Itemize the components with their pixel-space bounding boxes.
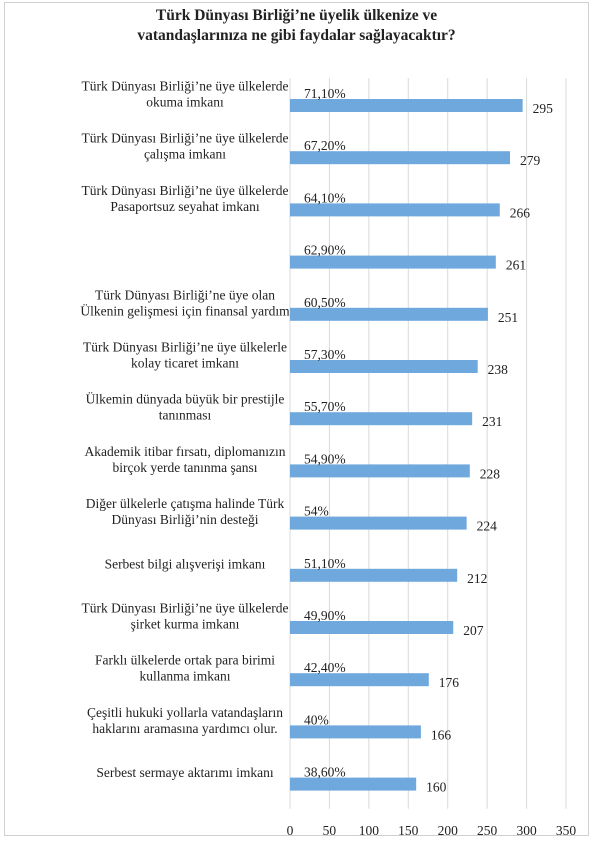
value-label-8: 224: [477, 519, 498, 534]
x-tick-label-4: 200: [438, 823, 459, 838]
bar-7: [290, 464, 470, 478]
percent-label-3: 62,90%: [304, 243, 346, 258]
bar-8: [290, 516, 467, 530]
bar-13: [290, 777, 417, 791]
percent-label-8: 54%: [304, 504, 329, 519]
category-label-line: Pasaportsuz seyahat imkanı: [110, 199, 259, 214]
category-label-10: Türk Dünyası Birliği’ne üye ülkelerde şir…: [82, 601, 289, 632]
percent-label-9: 51,10%: [304, 556, 346, 571]
value-label-5: 238: [488, 362, 509, 377]
category-label-line: Serbest sermaye aktarımı imkanı: [96, 765, 274, 780]
bar-4: [290, 307, 488, 321]
x-tick-label-1: 50: [323, 823, 337, 838]
value-label-9: 212: [467, 571, 487, 586]
x-tick-label-3: 150: [398, 823, 419, 838]
category-label-11: Farklı ülkelerde ortak para birimi kullan…: [95, 653, 275, 684]
value-label-3: 261: [506, 258, 526, 273]
category-label-line: çalışma imkanı: [144, 147, 226, 162]
value-label-2: 266: [510, 205, 531, 220]
x-tick-label-2: 100: [359, 823, 380, 838]
value-label-4: 251: [498, 310, 518, 325]
percent-label-5: 57,30%: [304, 347, 346, 362]
category-label-4: Türk Dünyası Birliği’ne üye olan Ülkenin …: [80, 287, 290, 318]
category-label-line: şirket kurma imkanı: [131, 617, 240, 632]
category-label-line: Farklı ülkelerde ortak para birimi: [95, 653, 275, 668]
percent-label-12: 40%: [304, 712, 329, 727]
category-label-line: Ülkenin gelişmesi için finansal yardım: [80, 303, 290, 318]
bar-0: [290, 99, 523, 112]
percent-label-1: 67,20%: [304, 138, 346, 153]
value-label-0: 295: [533, 101, 554, 116]
bar-5: [290, 360, 478, 373]
category-label-line: Türk Dünyası Birliği’ne üye ülkelerde: [82, 79, 289, 94]
category-label-12: Çeşitli hukuki yollarla vatandaşların hak…: [87, 705, 283, 736]
percent-label-0: 71,10%: [304, 86, 346, 101]
category-label-line: kolay ticaret imkanı: [131, 356, 239, 371]
bar-3: [290, 255, 496, 269]
category-label-line: Türk Dünyası Birliği’ne üye ülkelerde: [82, 601, 289, 616]
bar-10: [290, 621, 454, 634]
bar-1: [290, 151, 511, 165]
value-label-12: 166: [431, 727, 452, 742]
category-label-6: Ülkemin dünyada büyük bir prestijle tanın…: [86, 392, 285, 423]
percent-label-6: 55,70%: [304, 399, 346, 414]
category-label-line: haklarını aramasına yardımcı olur.: [92, 721, 277, 736]
value-label-7: 228: [480, 466, 501, 481]
x-tick-label-0: 0: [287, 823, 294, 838]
category-label-line: Serbest bilgi alışverişi imkanı: [105, 556, 266, 571]
category-label-2: Türk Dünyası Birliği’ne üye ülkelerde Pas…: [82, 183, 289, 214]
category-label-5: Türk Dünyası Birliği’ne üye ülkelerle kol…: [83, 340, 287, 371]
category-label-line: Akademik itibar fırsatı, diplomanızın: [85, 444, 286, 459]
category-label-9: Serbest bilgi alışverişi imkanı: [105, 556, 266, 571]
category-label-0: Türk Dünyası Birliği’ne üye ülkelerde oku…: [82, 79, 289, 110]
percent-label-13: 38,60%: [304, 765, 346, 780]
category-label-line: Ülkemin dünyada büyük bir prestijle: [86, 392, 285, 407]
category-label-line: Dünyası Birliği’nin desteği: [112, 512, 259, 527]
bar-9: [290, 568, 458, 582]
category-label-line: birçok yerde tanınma şansı: [112, 460, 257, 475]
category-label-line: Diğer ülkelerle çatışma halinde Türk: [86, 496, 285, 511]
category-label-13: Serbest sermaye aktarımı imkanı: [96, 765, 274, 780]
category-label-line: Türk Dünyası Birliği’ne üye ülkelerle: [83, 340, 287, 355]
category-label-line: tanınması: [159, 408, 212, 423]
category-label-8: Diğer ülkelerle çatışma halinde Türk Düny…: [86, 496, 285, 527]
value-label-6: 231: [482, 414, 502, 429]
percent-label-10: 49,90%: [304, 608, 346, 623]
x-tick-label-7: 350: [556, 823, 577, 838]
bar-2: [290, 203, 500, 217]
chart-title: Türk Dünyası Birliği’ne üyelik ülkenize …: [0, 6, 593, 46]
category-label-1: Türk Dünyası Birliği’ne üye ülkelerde çal…: [82, 131, 289, 162]
x-tick-label-6: 300: [516, 823, 537, 838]
chart-title-line-1: Türk Dünyası Birliği’ne üyelik ülkenize …: [155, 7, 438, 24]
category-label-line: okuma imkanı: [146, 95, 224, 110]
bar-6: [290, 412, 473, 426]
value-label-1: 279: [520, 153, 541, 168]
value-label-10: 207: [463, 623, 484, 638]
x-tick-label-5: 250: [477, 823, 498, 838]
category-label-7: Akademik itibar fırsatı, diplomanızın bir…: [85, 444, 286, 475]
category-label-line: Türk Dünyası Birliği’ne üye ülkelerde: [82, 183, 289, 198]
category-label-line: kullanma imkanı: [139, 669, 230, 684]
bar-12: [290, 725, 421, 739]
percent-label-2: 64,10%: [304, 190, 346, 205]
category-label-line: Çeşitli hukuki yollarla vatandaşların: [87, 705, 283, 720]
category-label-line: Türk Dünyası Birliği’ne üye ülkelerde: [82, 131, 289, 146]
percent-label-7: 54,90%: [304, 451, 346, 466]
value-label-13: 160: [426, 780, 447, 795]
category-label-line: Türk Dünyası Birliği’ne üye olan: [95, 287, 275, 302]
percent-label-4: 60,50%: [304, 295, 346, 310]
chart-title-line-2: vatandaşlarınıza ne gibi faydalar sağlay…: [137, 27, 456, 44]
bar-11: [290, 673, 429, 687]
percent-label-11: 42,40%: [304, 660, 346, 675]
value-label-11: 176: [439, 675, 460, 690]
